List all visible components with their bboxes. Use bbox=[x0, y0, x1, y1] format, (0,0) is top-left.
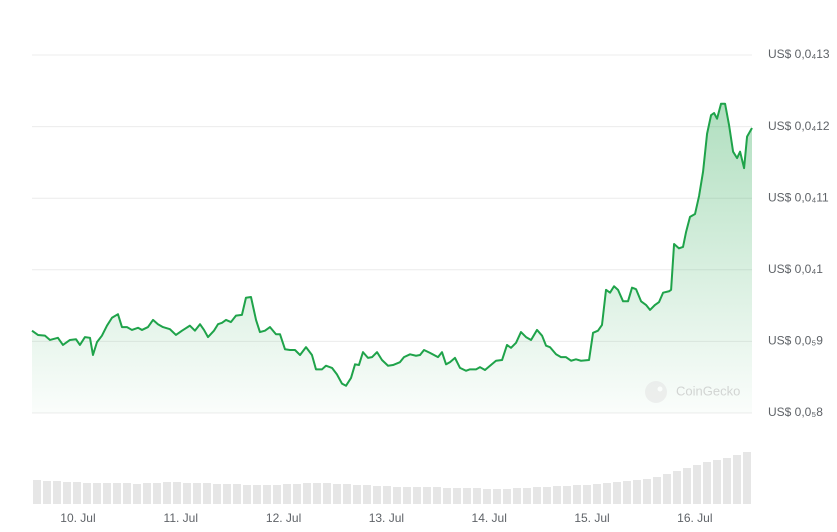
volume-bar bbox=[273, 485, 281, 504]
volume-bar bbox=[393, 487, 401, 504]
y-tick-label: US$ 0,0₄12 bbox=[768, 119, 830, 133]
volume-bar bbox=[303, 483, 311, 504]
volume-bar bbox=[513, 488, 521, 504]
volume-bar bbox=[373, 486, 381, 504]
volume-bar bbox=[63, 482, 71, 504]
volume-bar bbox=[283, 484, 291, 504]
volume-bar bbox=[223, 484, 231, 504]
y-tick-label: US$ 0,0₅9 bbox=[768, 334, 823, 348]
volume-bar bbox=[343, 484, 351, 504]
volume-bar bbox=[453, 488, 461, 504]
y-tick-label: US$ 0,0₄13 bbox=[768, 47, 830, 61]
x-tick-label: 11. Jul bbox=[164, 511, 198, 525]
volume-bar bbox=[693, 465, 701, 504]
volume-bar bbox=[543, 487, 551, 504]
watermark: CoinGecko bbox=[645, 381, 740, 403]
volume-bar bbox=[743, 452, 751, 504]
volume-bar bbox=[663, 474, 671, 504]
volume-bar bbox=[683, 468, 691, 504]
volume-bar bbox=[293, 484, 301, 504]
volume-bar bbox=[193, 483, 201, 504]
x-tick-label: 12. Jul bbox=[266, 511, 301, 525]
volume-bar bbox=[313, 483, 321, 504]
volume-bars bbox=[33, 452, 751, 504]
x-tick-label: 10. Jul bbox=[60, 511, 95, 525]
volume-bar bbox=[423, 487, 431, 504]
volume-bar bbox=[73, 482, 81, 504]
volume-bar bbox=[643, 479, 651, 504]
volume-bar bbox=[573, 485, 581, 504]
volume-bar bbox=[463, 488, 471, 504]
volume-bar bbox=[143, 483, 151, 504]
volume-bar bbox=[83, 483, 91, 504]
volume-bar bbox=[43, 481, 51, 504]
volume-bar bbox=[173, 482, 181, 504]
volume-bar bbox=[713, 460, 721, 504]
y-tick-label: US$ 0,0₅8 bbox=[768, 405, 823, 419]
volume-bar bbox=[263, 485, 271, 504]
volume-bar bbox=[333, 484, 341, 504]
volume-bar bbox=[533, 487, 541, 504]
area bbox=[32, 103, 752, 413]
volume-bar bbox=[673, 471, 681, 504]
volume-bar bbox=[633, 480, 641, 504]
volume-bar bbox=[703, 462, 711, 504]
volume-bar bbox=[93, 483, 101, 504]
volume-bar bbox=[103, 483, 111, 504]
volume-bar bbox=[503, 489, 511, 504]
volume-bar bbox=[353, 485, 361, 504]
watermark-text: CoinGecko bbox=[676, 383, 740, 398]
volume-bar bbox=[653, 477, 661, 504]
x-tick-label: 14. Jul bbox=[472, 511, 507, 525]
x-tick-label: 15. Jul bbox=[574, 511, 609, 525]
y-tick-label: US$ 0,0₄11 bbox=[768, 190, 829, 204]
volume-bar bbox=[493, 489, 501, 504]
volume-bar bbox=[383, 486, 391, 504]
volume-bar bbox=[593, 484, 601, 504]
volume-bar bbox=[123, 483, 131, 504]
volume-bar bbox=[53, 481, 61, 504]
volume-bar bbox=[623, 481, 631, 504]
volume-bar bbox=[723, 458, 731, 504]
volume-bar bbox=[363, 485, 371, 504]
watermark-logo-eye bbox=[657, 386, 663, 392]
volume-bar bbox=[603, 483, 611, 504]
x-tick-label: 16. Jul bbox=[677, 511, 712, 525]
volume-bar bbox=[473, 488, 481, 504]
volume-bar bbox=[553, 486, 561, 504]
y-tick-label: US$ 0,0₄1 bbox=[768, 262, 823, 276]
volume-bar bbox=[153, 483, 161, 504]
volume-bar bbox=[433, 487, 441, 504]
volume-bar bbox=[403, 487, 411, 504]
volume-bar bbox=[323, 483, 331, 504]
volume-bar bbox=[243, 485, 251, 504]
volume-bar bbox=[443, 488, 451, 504]
volume-bar bbox=[253, 485, 261, 504]
volume-bar bbox=[213, 484, 221, 504]
line bbox=[31, 102, 753, 387]
volume-bar bbox=[613, 482, 621, 504]
volume-bar bbox=[413, 487, 421, 504]
volume-bar bbox=[133, 484, 141, 504]
volume-bar bbox=[523, 488, 531, 504]
watermark-logo bbox=[645, 381, 667, 403]
x-tick-label: 13. Jul bbox=[369, 511, 404, 525]
volume-bar bbox=[203, 483, 211, 504]
volume-bar bbox=[563, 486, 571, 504]
volume-bar bbox=[163, 482, 171, 504]
volume-bar bbox=[483, 489, 491, 504]
volume-bar bbox=[233, 484, 241, 504]
plot bbox=[31, 102, 753, 413]
volume-bar bbox=[183, 483, 191, 504]
volume-bar bbox=[33, 480, 41, 504]
volume-bar bbox=[583, 485, 591, 504]
volume-bar bbox=[733, 455, 741, 504]
volume-bar bbox=[113, 483, 121, 504]
